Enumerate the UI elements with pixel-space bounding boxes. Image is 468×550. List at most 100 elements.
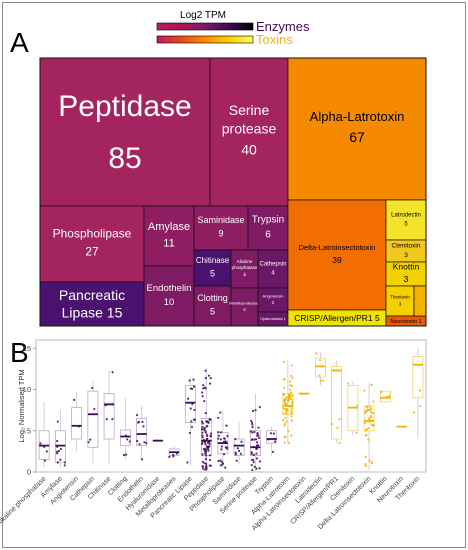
treemap-tile-neurotoxin: Neurotoxin 1 — [385, 315, 427, 327]
treemap-label-pancreatic-lipase: Pancreatic — [59, 287, 125, 303]
data-point — [318, 359, 322, 362]
data-point — [111, 417, 114, 421]
treemap-tile-pancreatic-lipase: Pancreatic Lipase 15 — [39, 281, 145, 327]
data-point — [285, 412, 288, 416]
data-point — [63, 461, 66, 464]
data-point — [209, 432, 213, 435]
data-point — [253, 430, 256, 433]
treemap-value-amylase: 11 — [163, 237, 174, 249]
legend-title: Log2 TPM — [180, 10, 226, 21]
treemap-rect-amylase — [143, 205, 195, 267]
treemap-label-angiotensin: Angiotensin — [263, 293, 284, 298]
data-point — [224, 440, 227, 443]
box-knottin — [379, 390, 391, 403]
data-point — [401, 425, 405, 428]
treemap-label-cathepsin: Cathepsin — [259, 262, 286, 268]
data-point — [355, 431, 358, 434]
data-point — [290, 419, 294, 422]
treemap-tile-knottin: Knottin 3 — [385, 261, 427, 287]
box-serine-protease — [249, 393, 262, 472]
boxplot-frame — [35, 339, 427, 473]
data-point — [363, 421, 367, 425]
y-tick-label: 0 — [27, 468, 31, 477]
box-endothelin — [135, 406, 148, 461]
treemap-value-saminidase: 9 — [218, 229, 223, 239]
box-phospholipase — [217, 410, 229, 469]
treemap-value-latrodectin: 5 — [404, 222, 408, 228]
data-point — [141, 420, 144, 423]
data-point — [43, 445, 46, 448]
box-alpha-latrotoxin — [282, 360, 294, 445]
data-point — [240, 440, 243, 443]
data-point — [282, 392, 285, 395]
data-point — [205, 420, 208, 423]
y-tick-label: 10 — [23, 385, 31, 394]
data-point — [365, 408, 369, 411]
data-point — [193, 418, 196, 421]
data-point — [209, 464, 212, 467]
treemap-value-endothelin: 10 — [164, 297, 175, 308]
data-point — [209, 382, 212, 385]
data-point — [105, 417, 108, 421]
box-iqr — [184, 384, 196, 423]
data-point — [204, 376, 207, 380]
data-point — [209, 377, 212, 380]
box-metalloproteases — [168, 445, 180, 458]
data-point — [201, 436, 204, 439]
data-point — [201, 434, 204, 437]
data-point — [140, 458, 144, 461]
data-point — [283, 435, 286, 438]
data-point — [291, 400, 294, 404]
data-point — [125, 453, 128, 456]
data-point — [111, 371, 114, 374]
data-point — [239, 452, 243, 455]
data-point — [208, 454, 211, 457]
treemap-label-latrodectin: Latrodectin — [391, 213, 421, 219]
data-point — [217, 437, 220, 440]
panel-a-letter: A — [10, 27, 29, 58]
treemap-label-serine-protease: Serine protease — [222, 102, 277, 136]
treemap-tile-amylase: Amylase 11 — [143, 205, 195, 267]
data-point — [364, 434, 367, 437]
data-point — [285, 411, 288, 414]
treemap-tile-cathepsin: Cathepsin 4 — [257, 249, 289, 289]
data-point — [369, 415, 373, 418]
data-point — [315, 352, 318, 355]
data-point — [208, 442, 211, 446]
data-point — [206, 420, 209, 423]
box-hyaluronidase — [152, 439, 164, 442]
data-point — [290, 409, 293, 412]
treemap-tile-angiotensin: Angiotensin 2 — [257, 287, 289, 313]
treemap-rect-endothelin — [143, 265, 195, 327]
treemap-label-metalloproteases: Metalloproteases — [229, 300, 259, 305]
treemap-label-knottin: Knottin — [393, 261, 420, 271]
data-point — [104, 404, 107, 407]
data-point — [202, 384, 205, 387]
data-point — [290, 412, 293, 415]
data-point — [143, 441, 146, 444]
data-point — [137, 421, 140, 424]
treemap-value-pancreatic-lipase: Lipase 15 — [62, 305, 123, 321]
data-point — [235, 459, 238, 462]
data-point — [201, 460, 204, 463]
data-point — [59, 447, 62, 451]
treemap-label-peptidase: Peptidase — [58, 90, 191, 123]
treemap-tile-phospholipase: Phospholipase 27 — [39, 205, 145, 283]
data-point — [252, 453, 255, 456]
data-point — [205, 466, 208, 469]
data-point — [250, 421, 254, 424]
data-point — [201, 431, 204, 434]
data-point — [284, 416, 287, 419]
data-point — [208, 458, 212, 462]
box-iqr — [103, 393, 115, 440]
data-point — [172, 455, 175, 458]
data-point — [258, 405, 261, 409]
box-iqr — [87, 390, 99, 448]
data-point — [364, 464, 368, 468]
data-point — [291, 407, 294, 410]
treemap-label-neurotoxin: Neurotoxin 1 — [390, 319, 421, 325]
legend-toxins-bar — [156, 35, 254, 44]
data-point — [257, 436, 261, 439]
data-point — [192, 385, 196, 388]
